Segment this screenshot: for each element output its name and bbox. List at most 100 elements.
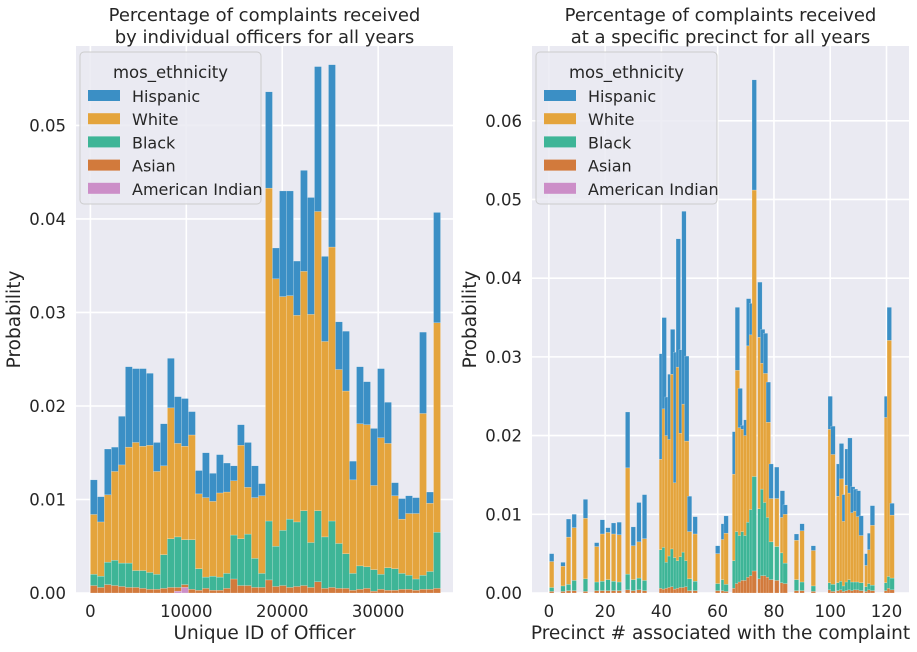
bar-black	[258, 573, 266, 588]
bar-black	[384, 567, 392, 591]
bar-white	[774, 498, 780, 547]
x-tick-label: 30000	[352, 602, 405, 621]
bar-black	[398, 573, 406, 590]
bar-white	[370, 485, 378, 570]
bar-asian	[258, 587, 266, 594]
bar-asian	[286, 587, 294, 594]
bar-asian	[251, 587, 259, 594]
bar-hispanic	[757, 281, 763, 338]
bar-asian	[391, 589, 399, 594]
bar-white	[237, 445, 245, 539]
bar-white	[433, 322, 441, 533]
bar-white	[405, 513, 413, 576]
bar-white	[90, 514, 98, 575]
bar-asian	[810, 591, 816, 594]
y-tick-label: 0.05	[485, 190, 522, 209]
bar-asian	[118, 586, 126, 594]
bar-asian	[830, 591, 836, 594]
bar-asian	[307, 587, 315, 594]
bar-black	[605, 579, 611, 591]
bar-hispanic	[125, 366, 133, 448]
legend-label-asian: Asian	[132, 157, 176, 176]
bar-black	[356, 565, 364, 590]
bar-black	[858, 582, 864, 591]
bar-white	[286, 295, 294, 520]
bar-black	[869, 584, 875, 591]
bars	[90, 64, 441, 594]
y-axis-label: Probability	[4, 271, 25, 369]
bar-white	[594, 546, 600, 583]
bar-hispanic	[734, 307, 740, 371]
bar-white	[412, 513, 420, 580]
bar-black	[153, 574, 161, 590]
bar-asian	[202, 588, 210, 594]
bar-white	[265, 187, 273, 522]
bar-hispanic	[391, 482, 399, 496]
bar-black	[293, 521, 301, 587]
bar-black	[363, 566, 371, 589]
bar-hispanic	[763, 333, 768, 374]
bar-hispanic	[768, 463, 774, 499]
bar-hispanic	[751, 79, 757, 191]
x-tick-label: 120	[871, 602, 903, 621]
bar-black	[549, 587, 555, 592]
bar-hispanic	[869, 505, 875, 526]
bar-asian	[97, 587, 105, 594]
bar-asian	[223, 588, 231, 594]
bar-asian	[605, 590, 611, 594]
bar-black	[571, 580, 577, 591]
bar-asian	[723, 591, 729, 594]
legend-label-white: White	[588, 110, 635, 129]
bar-hispanic	[237, 424, 245, 446]
bar-hispanic	[300, 170, 308, 272]
x-tick-label: 60	[707, 602, 728, 621]
bar-hispanic	[377, 368, 385, 438]
bar-hispanic	[286, 190, 294, 296]
bar-asian	[858, 590, 864, 594]
bar-white	[118, 464, 126, 564]
legend-swatch-asian	[544, 159, 576, 171]
bar-asian	[419, 589, 427, 594]
bar-hispanic	[715, 545, 721, 554]
bar-white	[321, 341, 329, 538]
legend-label-black: Black	[132, 133, 176, 152]
bar-hispanic	[251, 465, 259, 498]
bar-hispanic	[90, 479, 98, 515]
bar-hispanic	[889, 503, 895, 516]
bar-hispanic	[118, 416, 126, 466]
bar-white	[230, 480, 238, 536]
bar-black	[433, 532, 441, 589]
bar-asian	[794, 590, 799, 594]
legend-label-asian: Asian	[588, 157, 632, 176]
bar-white	[830, 454, 836, 585]
bar-asian	[782, 583, 788, 594]
bar-hispanic	[630, 526, 636, 546]
y-tick-label: 0.05	[29, 116, 66, 135]
bar-hispanic	[566, 518, 572, 538]
bar-asian	[356, 589, 364, 594]
bar-asian	[566, 590, 572, 594]
bar-asian	[265, 579, 273, 594]
bar-asian	[398, 589, 406, 594]
bar-black	[97, 575, 105, 588]
legend-swatch-white	[544, 113, 576, 125]
bar-hispanic	[216, 454, 224, 494]
bar-hispanic	[146, 373, 154, 446]
bar-black	[265, 520, 273, 581]
x-axis-label: Unique ID of Officer	[173, 623, 355, 644]
bar-white	[279, 296, 287, 531]
legend-label-white: White	[132, 110, 179, 129]
x-axis-label: Precinct # associated with the complaint	[531, 623, 910, 644]
bar-black	[723, 584, 729, 592]
bar-white	[636, 541, 642, 579]
bar-hispanic	[687, 495, 693, 532]
bar-white	[869, 525, 875, 586]
bar-white	[216, 492, 224, 578]
x-tick-label: 0	[544, 602, 555, 621]
bar-white	[549, 561, 555, 588]
bar-white	[889, 514, 895, 579]
y-axis-label: Probability	[460, 271, 481, 369]
bar-white	[111, 471, 119, 561]
bar-black	[90, 574, 98, 586]
